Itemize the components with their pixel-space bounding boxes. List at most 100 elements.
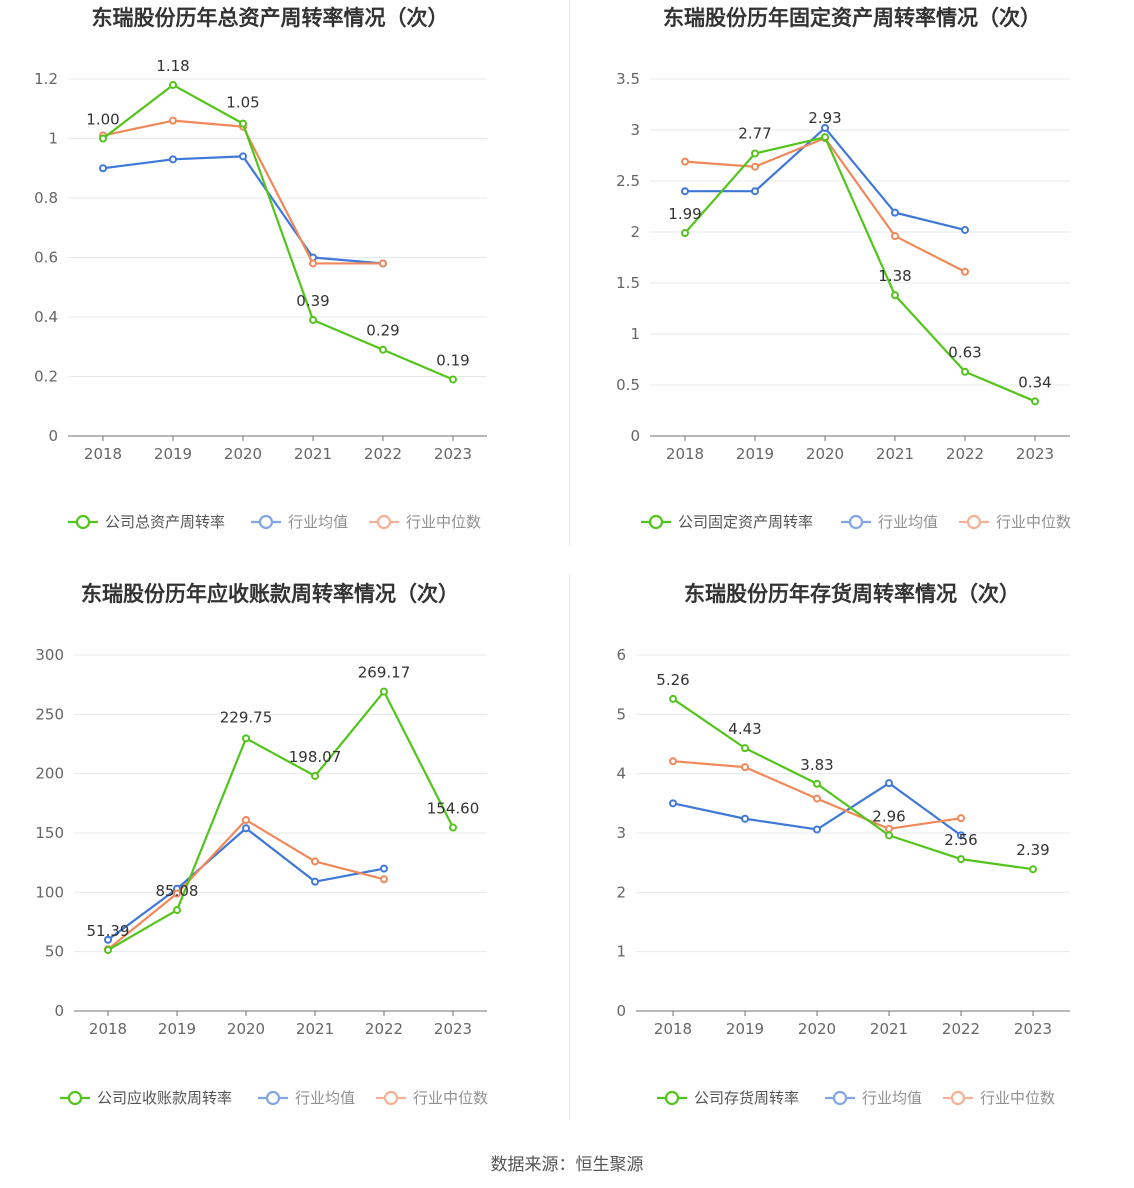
data-point-avg bbox=[311, 877, 319, 886]
chart-2: 东瑞股份历年固定资产周转率情况（次） 0 0.5 1 1.5 2 2.5 3 3.5 2018 20… bbox=[616, 6, 1071, 531]
chart-title: 东瑞股份历年总资产周转率情况（次） bbox=[92, 6, 449, 30]
data-point-company bbox=[173, 906, 181, 915]
chart-title: 东瑞股份历年固定资产周转率情况（次） bbox=[663, 6, 1041, 30]
data-point-company bbox=[885, 831, 893, 840]
data-point-avg bbox=[821, 123, 829, 132]
series-line-company bbox=[684, 136, 1036, 403]
legend-label: 公司应收账款周转率 bbox=[97, 1089, 232, 1107]
legend-item-avg: 行业均值 bbox=[825, 1089, 922, 1107]
y-tick-label: 2.5 bbox=[616, 172, 640, 190]
legend-marker bbox=[848, 514, 864, 530]
data-label: 198.07 bbox=[289, 748, 342, 766]
legend-marker bbox=[383, 1090, 399, 1106]
data-label: 1.99 bbox=[668, 205, 701, 223]
legend-item-company: 公司总资产周转率 bbox=[68, 513, 225, 531]
x-tick-label: 2021 bbox=[294, 445, 332, 463]
x-tick-label: 2023 bbox=[434, 1020, 472, 1038]
legend-item-avg: 行业均值 bbox=[258, 1089, 355, 1107]
y-tick-label: 3.5 bbox=[616, 70, 640, 88]
y-tick-label: 3 bbox=[616, 824, 626, 842]
data-point-company bbox=[669, 694, 677, 703]
legend-item-median: 行业中位数 bbox=[959, 513, 1071, 531]
data-point-company bbox=[449, 823, 457, 832]
data-point-company bbox=[1031, 397, 1039, 406]
data-point-company bbox=[957, 855, 965, 864]
y-tick-label: 0 bbox=[48, 427, 58, 445]
data-label: 269.17 bbox=[358, 664, 411, 682]
vertical-divider-top bbox=[569, 0, 570, 545]
data-point-median bbox=[173, 889, 181, 898]
legend-item-avg: 行业均值 bbox=[251, 513, 348, 531]
x-tick-label: 2023 bbox=[1014, 1020, 1052, 1038]
x-tick-label: 2019 bbox=[726, 1020, 764, 1038]
data-point-company bbox=[741, 744, 749, 753]
chart-3: 东瑞股份历年应收账款周转率情况（次） 0 50 100 150 200 250 300 2018… bbox=[35, 582, 488, 1107]
y-tick-label: 100 bbox=[35, 883, 64, 901]
x-tick-label: 2022 bbox=[946, 445, 984, 463]
data-point-avg bbox=[751, 187, 759, 196]
legend-label: 行业均值 bbox=[295, 1089, 355, 1107]
data-label: 2.56 bbox=[944, 831, 977, 849]
x-tick-label: 2021 bbox=[870, 1020, 908, 1038]
data-label: 5.26 bbox=[656, 671, 689, 689]
data-point-median bbox=[681, 157, 689, 166]
y-tick-label: 1.2 bbox=[34, 70, 58, 88]
y-tick-label: 150 bbox=[35, 824, 64, 842]
x-tick-label: 2019 bbox=[154, 445, 192, 463]
y-tick-label: 0.6 bbox=[34, 249, 58, 267]
y-tick-label: 0.4 bbox=[34, 308, 58, 326]
data-label: 229.75 bbox=[220, 708, 273, 726]
vertical-divider-bottom bbox=[569, 575, 570, 1120]
data-point-company bbox=[891, 291, 899, 300]
data-point-median bbox=[813, 794, 821, 803]
legend-item-company: 公司存货周转率 bbox=[657, 1089, 799, 1107]
x-tick-label: 2020 bbox=[798, 1020, 836, 1038]
y-tick-label: 5 bbox=[616, 705, 626, 723]
data-point-avg bbox=[961, 225, 969, 234]
data-point-avg bbox=[169, 155, 177, 164]
x-tick-label: 2021 bbox=[296, 1020, 334, 1038]
data-label: 4.43 bbox=[728, 720, 761, 738]
data-label: 3.83 bbox=[800, 756, 833, 774]
legend-marker bbox=[832, 1090, 848, 1106]
y-tick-label: 0.8 bbox=[34, 189, 58, 207]
data-point-avg bbox=[885, 779, 893, 788]
y-tick-label: 1 bbox=[48, 130, 58, 148]
data-label: 2.77 bbox=[738, 124, 771, 142]
x-tick-label: 2023 bbox=[1016, 445, 1054, 463]
y-tick-label: 200 bbox=[35, 765, 64, 783]
series-line-avg bbox=[107, 827, 385, 941]
legend-item-median: 行业中位数 bbox=[376, 1089, 488, 1107]
data-label: 0.39 bbox=[296, 292, 329, 310]
data-point-median bbox=[169, 116, 177, 125]
chart-4: 东瑞股份历年存货周转率情况（次） 0 1 2 3 4 5 6 2018 2019 2020 2021 2… bbox=[616, 582, 1070, 1107]
x-tick-label: 2022 bbox=[365, 1020, 403, 1038]
series-line-avg bbox=[685, 126, 966, 232]
legend-marker bbox=[67, 1090, 83, 1106]
data-point-avg bbox=[99, 164, 107, 173]
data-point-avg bbox=[104, 935, 112, 944]
data-label: 2.96 bbox=[872, 807, 905, 825]
data-point-avg bbox=[891, 208, 899, 217]
series-line-median bbox=[102, 119, 383, 265]
data-point-median bbox=[891, 232, 899, 241]
y-tick-label: 0 bbox=[616, 1002, 626, 1020]
data-label: 2.93 bbox=[808, 109, 841, 127]
data-label: 1.00 bbox=[86, 111, 119, 129]
y-tick-label: 250 bbox=[35, 705, 64, 723]
data-label: 51.39 bbox=[87, 922, 130, 940]
data-point-company bbox=[169, 80, 177, 89]
data-point-median bbox=[751, 162, 759, 171]
data-point-median bbox=[669, 757, 677, 766]
legend-item-company: 公司固定资产周转率 bbox=[641, 513, 813, 531]
y-tick-label: 2 bbox=[616, 883, 626, 901]
legend-marker bbox=[950, 1090, 966, 1106]
data-point-median bbox=[311, 857, 319, 866]
data-point-company bbox=[961, 367, 969, 376]
legend-label: 行业均值 bbox=[878, 513, 938, 531]
series-line-avg bbox=[102, 155, 384, 265]
legend-label: 行业中位数 bbox=[980, 1089, 1055, 1107]
x-tick-label: 2020 bbox=[224, 445, 262, 463]
y-tick-label: 50 bbox=[45, 943, 64, 961]
